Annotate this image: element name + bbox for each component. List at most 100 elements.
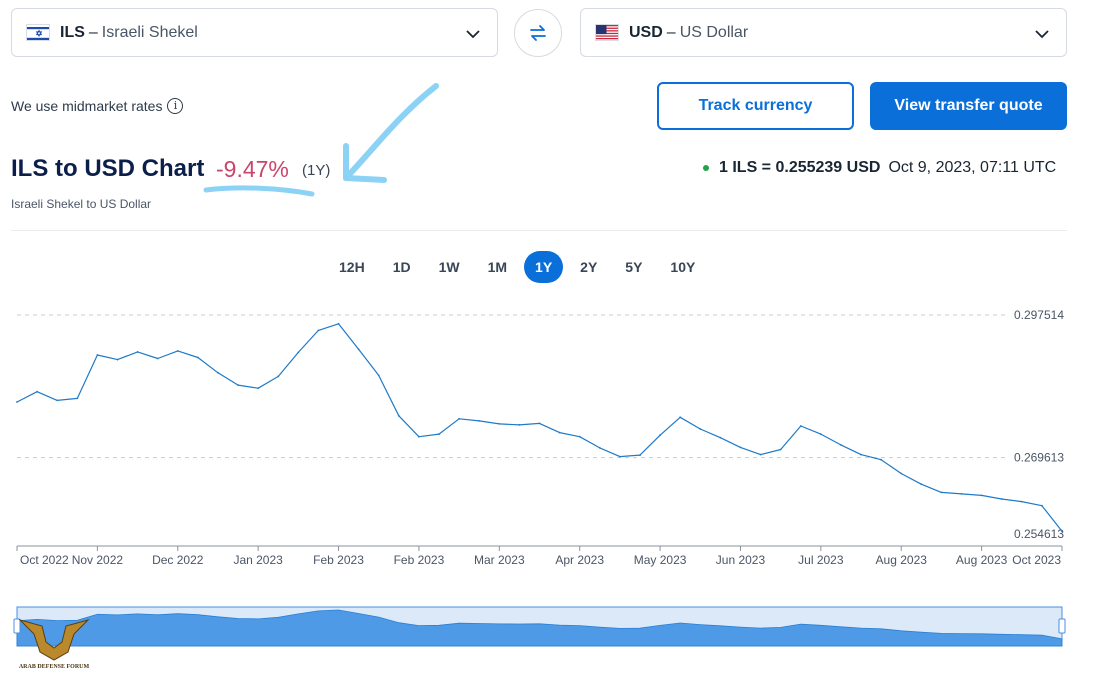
data-point xyxy=(478,420,481,422)
rate-timestamp: Oct 9, 2023, 07:11 UTC xyxy=(888,159,1057,176)
live-rate: 1 ILS = 0.255239 USD Oct 9, 2023, 07:11 … xyxy=(703,159,1056,177)
x-tick-label: Feb 2023 xyxy=(313,553,364,567)
data-point xyxy=(397,414,400,417)
to-currency-select[interactable]: USD – US Dollar xyxy=(580,8,1067,57)
navigator-right-handle[interactable] xyxy=(1058,618,1066,634)
data-point xyxy=(518,424,521,426)
rate-line-series xyxy=(16,323,1063,532)
divider xyxy=(11,230,1067,231)
data-point xyxy=(16,401,18,403)
from-currency-name: Israeli Shekel xyxy=(101,23,198,41)
x-tick-label: Aug 2023 xyxy=(956,553,1008,567)
data-point xyxy=(980,494,983,497)
data-point xyxy=(36,390,38,393)
data-point xyxy=(619,455,621,458)
midmarket-text: We use midmarket rates xyxy=(11,98,163,114)
data-point xyxy=(799,425,802,427)
chevron-down-icon xyxy=(1035,30,1049,39)
data-point xyxy=(96,354,99,356)
data-point xyxy=(337,322,340,325)
data-point xyxy=(438,433,440,435)
data-point xyxy=(136,351,139,353)
to-currency-code: USD xyxy=(629,23,663,41)
data-point xyxy=(237,384,240,386)
data-point xyxy=(277,375,280,378)
data-point xyxy=(719,436,722,439)
us-flag-icon xyxy=(595,24,619,41)
data-point xyxy=(76,397,79,400)
data-point xyxy=(257,387,260,390)
live-status-dot xyxy=(703,165,709,171)
data-point xyxy=(317,329,320,332)
data-point xyxy=(840,444,842,446)
range-tab-5y[interactable]: 5Y xyxy=(625,259,643,275)
annotation-arrow-icon xyxy=(203,83,439,197)
data-point xyxy=(217,371,219,374)
range-tab-1d[interactable]: 1D xyxy=(392,259,411,275)
change-period: (1Y) xyxy=(302,162,331,179)
navigator-left-handle[interactable] xyxy=(13,618,21,634)
data-point xyxy=(538,422,541,425)
data-point xyxy=(779,448,782,451)
range-tab-12h[interactable]: 12H xyxy=(339,259,365,275)
data-point xyxy=(940,491,943,494)
data-point xyxy=(1061,530,1063,533)
data-point xyxy=(1000,498,1003,500)
x-tick-label: Aug 2023 xyxy=(876,553,928,567)
data-point xyxy=(297,351,300,354)
from-currency-code: ILS xyxy=(60,23,85,41)
from-currency-select[interactable]: ILS – Israeli Shekel xyxy=(11,8,498,57)
view-transfer-quote-button[interactable]: View transfer quote xyxy=(870,82,1067,130)
data-point xyxy=(920,483,923,486)
data-point xyxy=(558,431,561,434)
x-tick-label: Jun 2023 xyxy=(716,553,766,567)
data-point xyxy=(377,374,380,377)
rate-value: 1 ILS = 0.255239 USD xyxy=(719,159,881,176)
x-tick-label: Jan 2023 xyxy=(233,553,283,567)
range-tab-1w[interactable]: 1W xyxy=(438,259,460,275)
data-point xyxy=(156,357,159,360)
x-tick-label: Apr 2023 xyxy=(555,553,604,567)
watermark-text: ARAB DEFENSE FORUM xyxy=(19,664,90,670)
exchange-rate-chart[interactable]: 0.297514 0.269613 0.254613 Oct 2022 Nov 2022… xyxy=(0,300,1104,678)
range-tab-2y[interactable]: 2Y xyxy=(580,259,598,275)
x-tick-label: Mar 2023 xyxy=(474,553,525,567)
x-tick-label: May 2023 xyxy=(634,553,687,567)
range-tab-1y[interactable]: 1Y xyxy=(524,251,564,283)
midmarket-note: We use midmarket rates i xyxy=(11,98,184,114)
chart-subtitle: Israeli Shekel to US Dollar xyxy=(11,197,152,211)
data-point xyxy=(699,428,702,430)
swap-arrows-icon xyxy=(530,25,546,41)
percent-change: -9.47% xyxy=(216,156,289,182)
data-point xyxy=(759,453,762,456)
data-point xyxy=(357,348,360,351)
x-tick-label: Dec 2022 xyxy=(152,553,204,567)
x-tick-label: Nov 2022 xyxy=(72,553,124,567)
forum-watermark-logo: ARAB DEFENSE FORUM xyxy=(18,619,90,676)
range-tab-10y[interactable]: 10Y xyxy=(670,259,696,275)
data-point xyxy=(598,447,601,449)
data-point xyxy=(679,416,682,419)
data-point xyxy=(1020,500,1023,503)
track-currency-button[interactable]: Track currency xyxy=(657,82,854,130)
info-icon[interactable]: i xyxy=(167,98,184,114)
x-tick-label: Oct 2022 xyxy=(20,553,69,567)
data-point xyxy=(578,435,581,438)
data-point xyxy=(659,434,661,437)
data-point xyxy=(860,453,862,456)
from-currency-dash: – xyxy=(88,23,98,41)
data-point xyxy=(498,423,501,425)
chart-title: ILS to USD Chart xyxy=(11,155,205,182)
to-currency-dash: – xyxy=(666,23,676,41)
data-point xyxy=(56,399,59,402)
range-tab-1m[interactable]: 1M xyxy=(487,259,508,275)
chevron-down-icon xyxy=(466,30,480,39)
y-reference-label: 0.254613 xyxy=(1014,527,1064,541)
data-point xyxy=(176,350,179,352)
data-point xyxy=(739,446,742,449)
data-point xyxy=(1041,504,1043,507)
data-point xyxy=(960,493,963,495)
to-currency-name: US Dollar xyxy=(679,23,749,41)
swap-currencies-button[interactable] xyxy=(514,9,562,57)
data-point xyxy=(900,472,903,475)
